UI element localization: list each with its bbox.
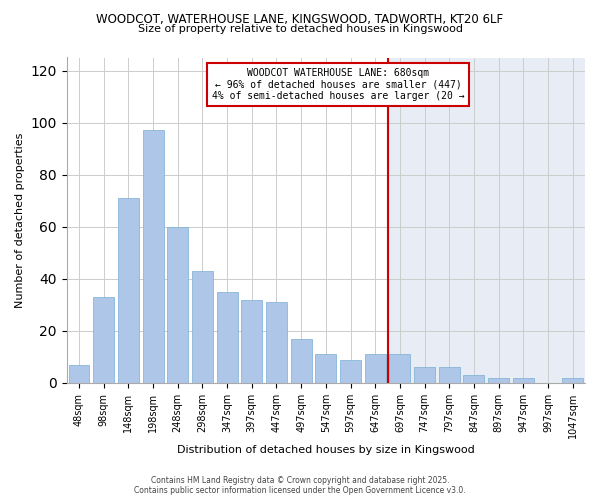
Bar <box>241 300 262 383</box>
Bar <box>365 354 386 383</box>
Bar <box>266 302 287 383</box>
Text: Size of property relative to detached houses in Kingswood: Size of property relative to detached ho… <box>137 24 463 34</box>
Bar <box>167 226 188 383</box>
Text: WOODCOT, WATERHOUSE LANE, KINGSWOOD, TADWORTH, KT20 6LF: WOODCOT, WATERHOUSE LANE, KINGSWOOD, TAD… <box>97 12 503 26</box>
Bar <box>388 58 585 383</box>
Bar <box>290 338 311 383</box>
Bar <box>67 58 388 383</box>
Text: Contains HM Land Registry data © Crown copyright and database right 2025.
Contai: Contains HM Land Registry data © Crown c… <box>134 476 466 495</box>
X-axis label: Distribution of detached houses by size in Kingswood: Distribution of detached houses by size … <box>177 445 475 455</box>
Bar <box>513 378 534 383</box>
Bar <box>316 354 337 383</box>
Bar <box>192 271 213 383</box>
Bar <box>340 360 361 383</box>
Bar <box>562 378 583 383</box>
Text: WOODCOT WATERHOUSE LANE: 680sqm
← 96% of detached houses are smaller (447)
4% of: WOODCOT WATERHOUSE LANE: 680sqm ← 96% of… <box>212 68 464 101</box>
Bar <box>118 198 139 383</box>
Bar <box>93 297 114 383</box>
Bar <box>414 368 435 383</box>
Bar <box>488 378 509 383</box>
Bar <box>389 354 410 383</box>
Bar <box>217 292 238 383</box>
Y-axis label: Number of detached properties: Number of detached properties <box>15 132 25 308</box>
Bar <box>143 130 164 383</box>
Bar <box>68 364 89 383</box>
Bar <box>463 375 484 383</box>
Bar <box>439 368 460 383</box>
